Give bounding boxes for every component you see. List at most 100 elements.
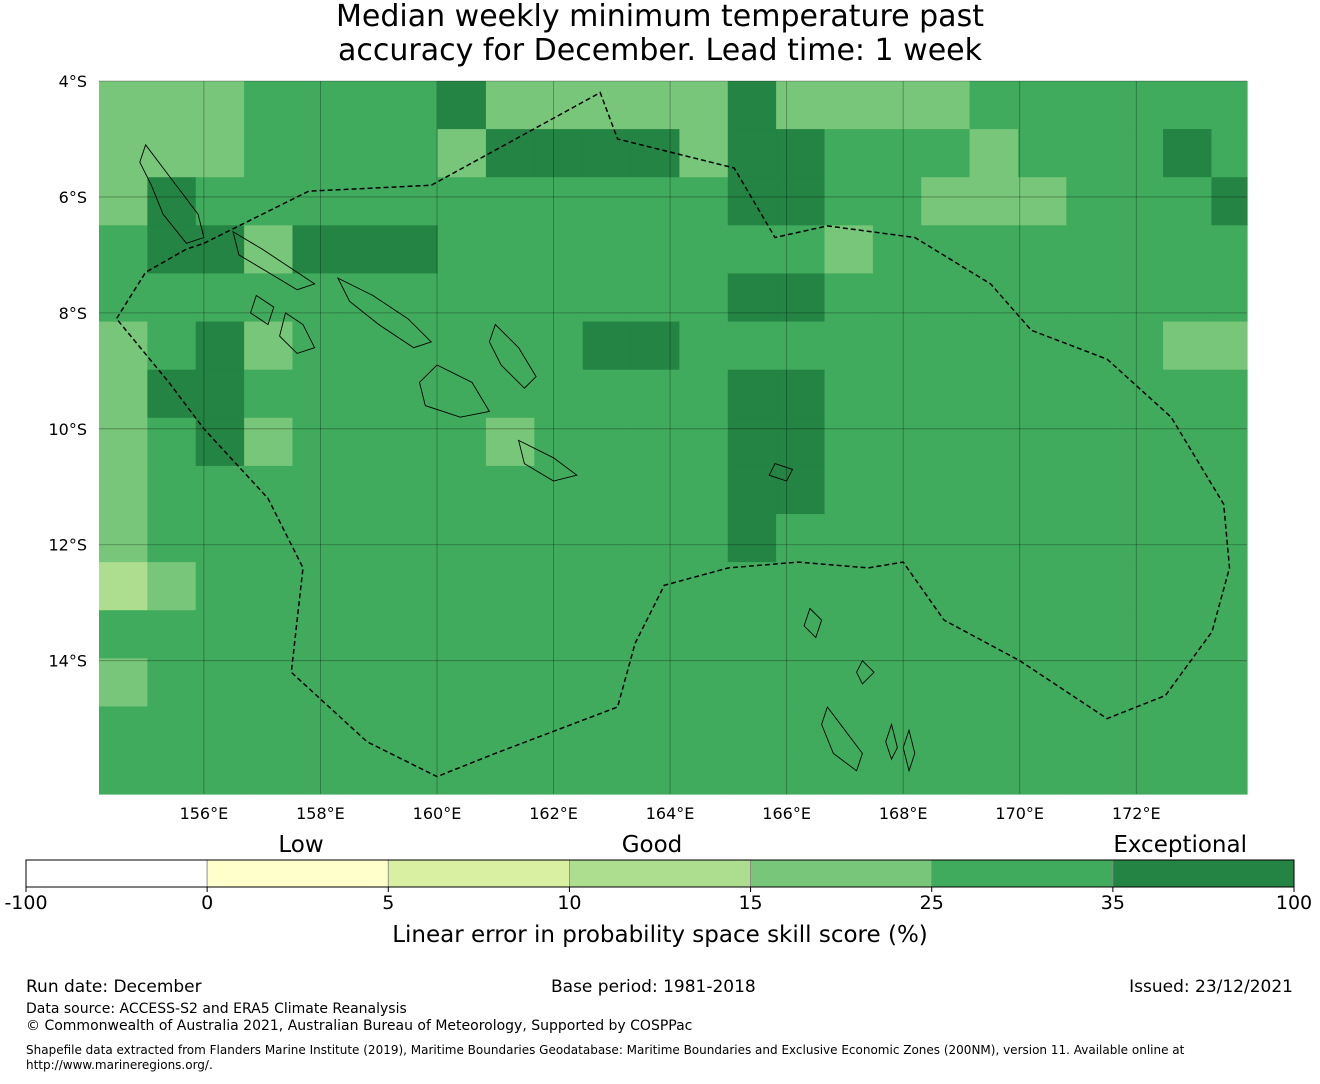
grid-cell — [340, 610, 390, 659]
grid-cell — [340, 225, 390, 275]
grid-cell — [679, 610, 729, 659]
grid-cell — [292, 225, 342, 275]
grid-cell — [631, 129, 681, 178]
grid-cell — [195, 706, 245, 756]
grid-cell — [485, 369, 535, 419]
grid-cell — [776, 754, 826, 795]
lat-label: 10°S — [48, 420, 87, 439]
grid-cell — [1163, 706, 1213, 756]
lat-label: 4°S — [59, 72, 87, 91]
grid-cell — [1114, 129, 1164, 178]
grid-cell — [969, 177, 1019, 226]
grid-cell — [244, 706, 294, 756]
grid-cell — [727, 225, 777, 275]
grid-cell — [1114, 514, 1164, 563]
colorbar-tick-label: 0 — [201, 892, 213, 914]
grid-cell — [534, 514, 584, 563]
colorbar-tick-label: 25 — [920, 892, 944, 914]
grid-cell — [244, 369, 294, 419]
grid-cell — [244, 754, 294, 795]
grid-cell — [1017, 562, 1067, 611]
grid-cell — [340, 129, 390, 178]
grid-cell — [147, 658, 197, 708]
grid-cell — [921, 706, 971, 756]
colorbar-segment — [206, 859, 389, 888]
grid-cell — [99, 81, 148, 130]
colorbar-segment — [1112, 859, 1295, 888]
island-outline — [517, 439, 578, 482]
grid-cell — [340, 81, 390, 130]
grid-cell — [969, 658, 1019, 708]
grid-cell — [195, 129, 245, 178]
grid-cell — [292, 658, 342, 708]
lat-label: 12°S — [48, 536, 87, 555]
grid-cell — [679, 706, 729, 756]
grid-cell — [292, 610, 342, 659]
grid-cell — [776, 465, 826, 515]
grid-cell — [1163, 369, 1213, 419]
eez-boundary — [115, 91, 1231, 778]
grid-cell — [921, 321, 971, 371]
grid-cell — [195, 610, 245, 659]
grid-cell — [1163, 129, 1213, 178]
grid-cell — [1163, 754, 1213, 795]
grid-cell — [389, 465, 439, 515]
grid-cell — [1211, 754, 1248, 795]
colorbar-title: Linear error in probability space skill … — [392, 922, 928, 948]
grid-cell — [1066, 610, 1116, 659]
graticule — [99, 80, 1247, 794]
grid-cell — [1163, 273, 1213, 323]
grid-cell — [679, 129, 729, 178]
grid-cell — [727, 321, 777, 371]
grid-cell — [1114, 706, 1164, 756]
grid-cell — [1017, 417, 1067, 467]
grid-cell — [340, 562, 390, 611]
island-outline — [249, 294, 275, 326]
grid-cell — [147, 465, 197, 515]
grid-cell — [292, 465, 342, 515]
grid-cell — [147, 754, 197, 795]
colorbar-segment — [931, 859, 1114, 888]
skill-grid — [99, 81, 1248, 795]
grid-cell — [1017, 754, 1067, 795]
grid-cell — [1211, 706, 1248, 756]
grid-cell — [340, 706, 390, 756]
grid-cell — [1163, 610, 1213, 659]
grid-cell — [340, 754, 390, 795]
grid-cell — [631, 81, 681, 130]
grid-cell — [389, 754, 439, 795]
grid-cell — [244, 562, 294, 611]
grid-cell — [1066, 658, 1116, 708]
grid-cell — [437, 129, 487, 178]
grid-cell — [727, 369, 777, 419]
grid-cell — [244, 129, 294, 178]
grid-cell — [679, 658, 729, 708]
grid-cell — [1114, 658, 1164, 708]
grid-cell — [292, 514, 342, 563]
grid-cell — [292, 129, 342, 178]
grid-cell — [437, 465, 487, 515]
longitude-labels: 156°E 158°E 160°E 162°E 164°E 166°E 168°E 170°E… — [180, 804, 1161, 823]
shapefile-credit: Shapefile data extracted from Flanders M… — [26, 1043, 1185, 1057]
grid-cell — [1163, 321, 1213, 371]
grid-cell — [582, 514, 632, 563]
grid-cell — [437, 706, 487, 756]
grid-cell — [147, 514, 197, 563]
grid-cell — [727, 177, 777, 226]
grid-cell — [727, 562, 777, 611]
grid-cell — [824, 658, 874, 708]
grid-cell — [776, 225, 826, 275]
grid-cell — [776, 658, 826, 708]
grid-cell — [776, 706, 826, 756]
island-outline — [856, 659, 875, 685]
grid-cell — [147, 321, 197, 371]
lon-label: 158°E — [296, 804, 345, 823]
grid-cell — [872, 465, 922, 515]
island-outline — [139, 143, 205, 244]
grid-cell — [244, 610, 294, 659]
grid-cell — [485, 514, 535, 563]
grid-cell — [1017, 321, 1067, 371]
grid-cell — [147, 417, 197, 467]
grid-cell — [1114, 417, 1164, 467]
